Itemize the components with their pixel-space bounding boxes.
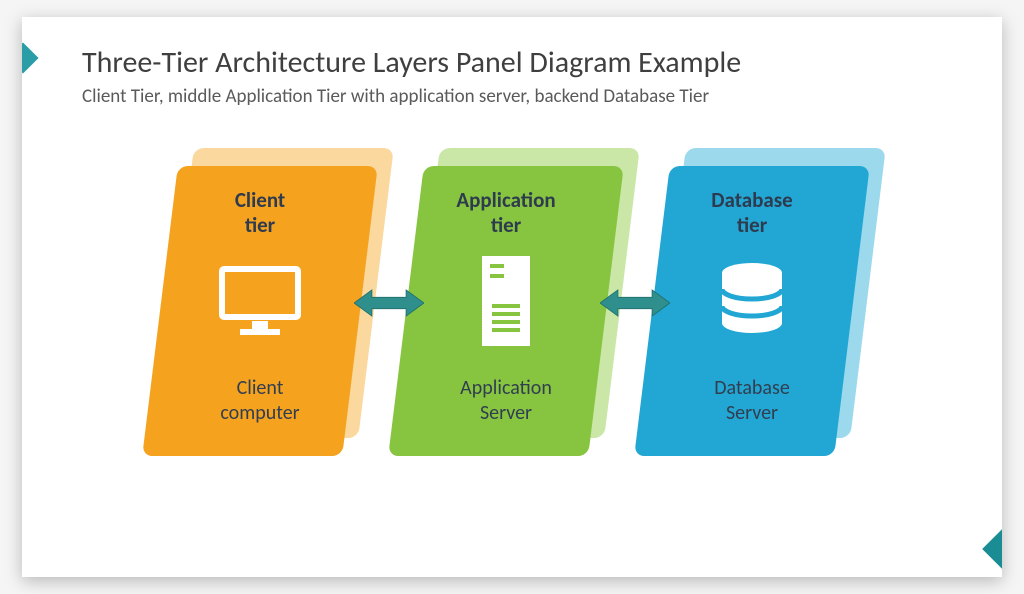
accent-right-shape (982, 529, 1002, 569)
client-tier-label: Client computer (220, 376, 299, 426)
slide-header: Three-Tier Architecture Layers Panel Dia… (22, 17, 1002, 108)
server-icon (478, 256, 534, 346)
slide: Three-Tier Architecture Layers Panel Dia… (22, 17, 1002, 577)
database-tier-title: Database tier (711, 188, 792, 238)
application-tier-title: Application tier (456, 188, 555, 238)
application-tier-content: Application tier Application Server (406, 166, 606, 456)
application-tier-panel: Application tier Application Server (402, 148, 622, 458)
bidirectional-arrow-icon (354, 283, 424, 323)
bidirectional-arrow-icon (600, 283, 670, 323)
database-tier-label: Database Server (714, 376, 790, 426)
database-tier-panel: Database tier Database Server (648, 148, 868, 458)
slide-title: Three-Tier Architecture Layers Panel Dia… (82, 45, 942, 81)
database-tier-content: Database tier Database Server (652, 166, 852, 456)
database-icon (716, 256, 788, 346)
monitor-icon (216, 256, 304, 346)
tier-diagram: Client tier Client computer (22, 148, 1002, 458)
slide-subtitle: Client Tier, middle Application Tier wit… (82, 85, 942, 108)
application-tier-label: Application Server (460, 376, 552, 426)
client-tier-panel: Client tier Client computer (156, 148, 376, 458)
client-tier-title: Client tier (235, 188, 285, 238)
client-tier-content: Client tier Client computer (160, 166, 360, 456)
